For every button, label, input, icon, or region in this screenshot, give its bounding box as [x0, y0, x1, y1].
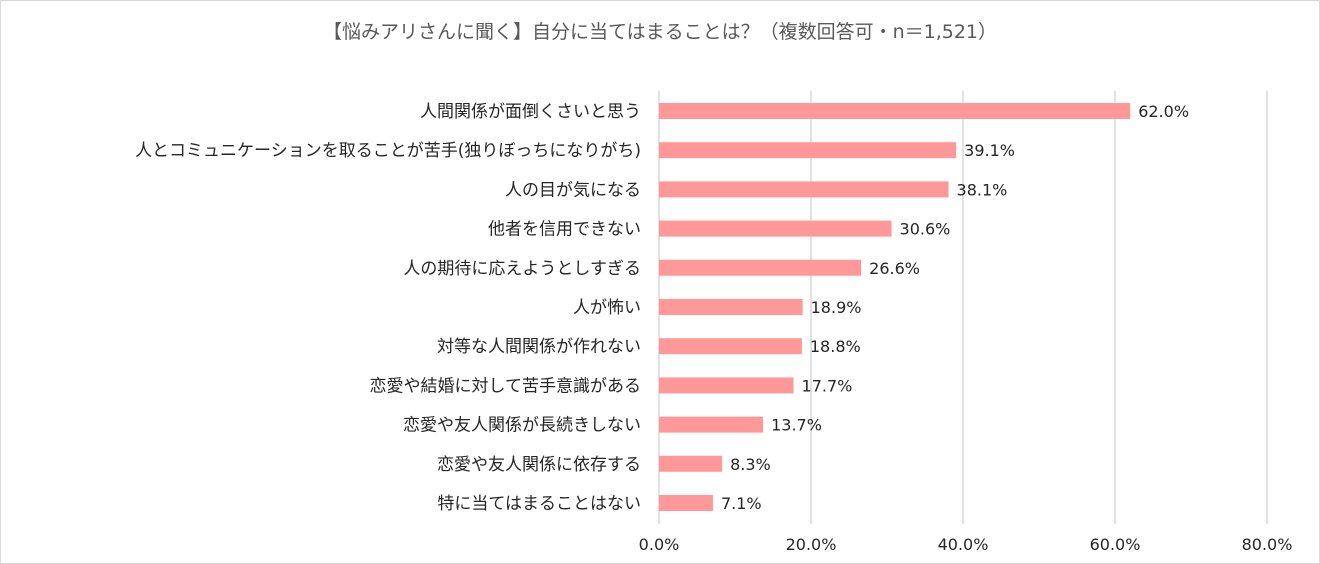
category-label: 人間関係が面倒くさいと思う: [420, 102, 641, 122]
data-label: 8.3%: [730, 455, 771, 474]
category-label: 他者を信用できない: [488, 220, 641, 240]
data-label: 62.0%: [1138, 102, 1189, 121]
x-tick-label: 40.0%: [938, 535, 989, 554]
category-label: 人の期待に応えようとしすぎる: [403, 259, 641, 279]
data-label: 30.6%: [900, 220, 951, 239]
chart-title: 【悩みアリさんに聞く】自分に当てはまることは？（複数回答可・n＝1,521）: [323, 21, 997, 43]
data-label: 13.7%: [771, 416, 822, 435]
data-label: 7.1%: [721, 494, 762, 513]
category-label: 対等な人間関係が作れない: [437, 337, 641, 357]
data-label: 17.7%: [802, 376, 853, 395]
category-label: 恋愛や結婚に対して苦手意識がある: [370, 375, 642, 396]
data-label: 39.1%: [964, 141, 1015, 160]
gridlines: [658, 91, 1268, 524]
bar: [659, 103, 1131, 119]
category-label: 恋愛や友人関係に依存する: [437, 454, 641, 475]
bar: [659, 181, 949, 198]
x-tick-label: 80.0%: [1242, 535, 1293, 554]
bar: [659, 495, 713, 511]
data-label: 18.9%: [811, 298, 862, 317]
category-label: 恋愛や友人関係が長続きしない: [403, 415, 641, 436]
x-tick-label: 0.0%: [639, 535, 680, 554]
bar: [659, 259, 862, 276]
bars: [659, 103, 1131, 511]
bar: [659, 338, 802, 355]
data-label: 26.6%: [869, 259, 920, 278]
category-labels: 人間関係が面倒くさいと思う人とコミュニケーションを取ることが苦手(独りぼっちにな…: [135, 102, 641, 514]
category-label: 人とコミュニケーションを取ることが苦手(独りぼっちになりがち): [135, 141, 641, 161]
x-tick-label: 60.0%: [1090, 535, 1141, 554]
data-labels: 62.0% 39.1% 38.1% 30.6% 26.6% 18.9% 18.8% 17.7%…: [721, 102, 1189, 513]
bar: [659, 299, 803, 315]
x-tick-label: 20.0%: [786, 535, 837, 554]
category-label: 特に当てはまることはない: [437, 494, 641, 514]
bar: [659, 142, 957, 159]
x-axis-tick-labels: 0.0% 20.0% 40.0% 60.0% 80.0%: [639, 535, 1293, 554]
data-label: 18.8%: [810, 337, 861, 356]
bar: [659, 220, 892, 237]
category-label: 人の目が気になる: [505, 180, 641, 200]
bar: [659, 455, 723, 472]
bar: [659, 416, 764, 433]
category-label: 人が怖い: [573, 298, 641, 318]
data-label: 38.1%: [957, 180, 1008, 199]
bar: [659, 377, 794, 394]
